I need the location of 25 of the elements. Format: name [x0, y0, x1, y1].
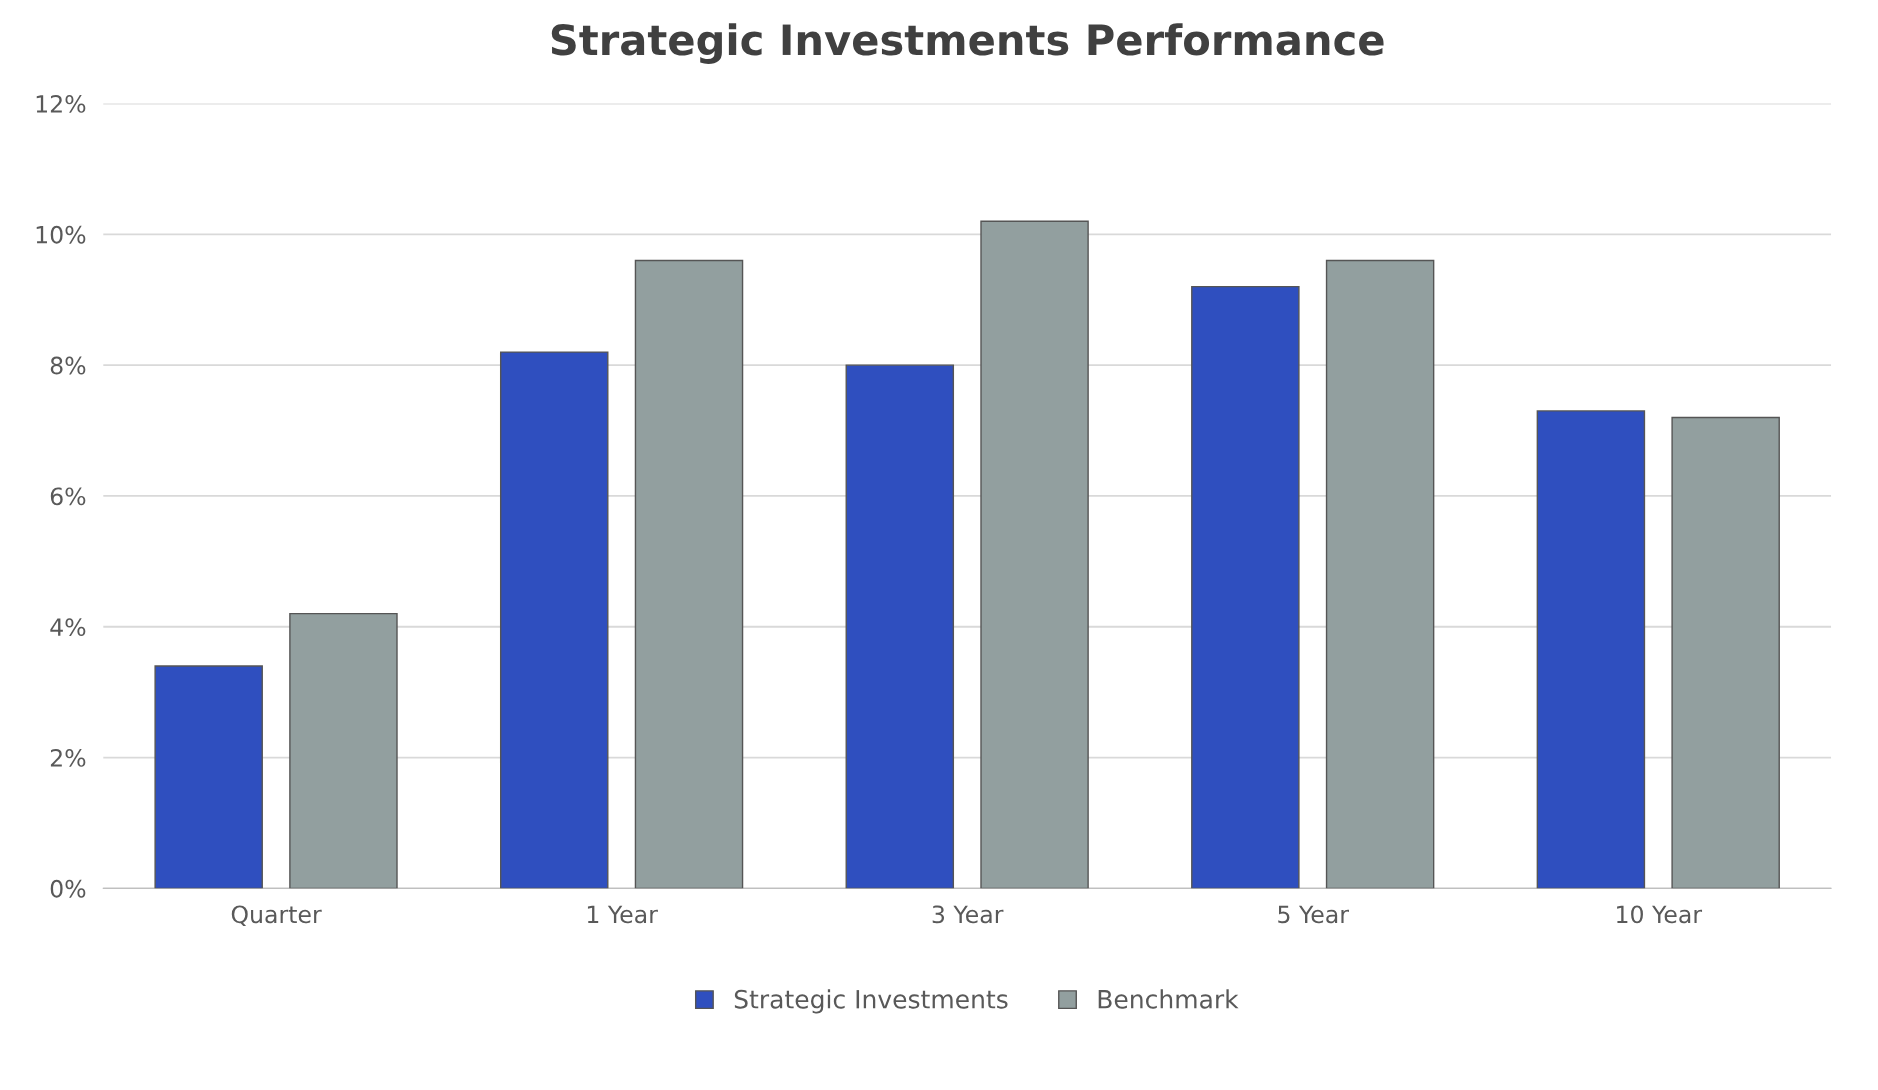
x-tick-label: 3 Year	[932, 905, 1004, 924]
x-tick-label: 5 Year	[1278, 905, 1349, 924]
bar	[1671, 416, 1780, 889]
y-tick-label: 8%	[50, 356, 86, 375]
bar	[1325, 259, 1435, 889]
x-tick-label: 10 Year	[1617, 905, 1703, 924]
bar	[499, 351, 609, 889]
y-tick-label: 4%	[50, 618, 86, 637]
legend-label: Benchmark	[1098, 989, 1239, 1009]
y-tick-label: 10%	[36, 225, 86, 244]
bar	[634, 259, 744, 889]
x-tick-label: 1 Year	[587, 905, 658, 924]
y-tick-label: 0%	[50, 879, 86, 898]
chart-title: Strategic Investments Performance	[551, 23, 1384, 64]
bar	[845, 364, 955, 889]
bar	[289, 612, 398, 889]
legend-label: Strategic Investments	[734, 989, 1008, 1014]
y-tick-label: 12%	[36, 95, 86, 113]
bar	[980, 220, 1089, 889]
y-tick-label: 2%	[50, 749, 86, 767]
x-tick-label: Quarter	[231, 905, 322, 926]
bar	[1191, 285, 1300, 889]
y-tick-label: 6%	[50, 487, 86, 506]
bar	[1536, 410, 1646, 889]
bar	[154, 665, 263, 889]
